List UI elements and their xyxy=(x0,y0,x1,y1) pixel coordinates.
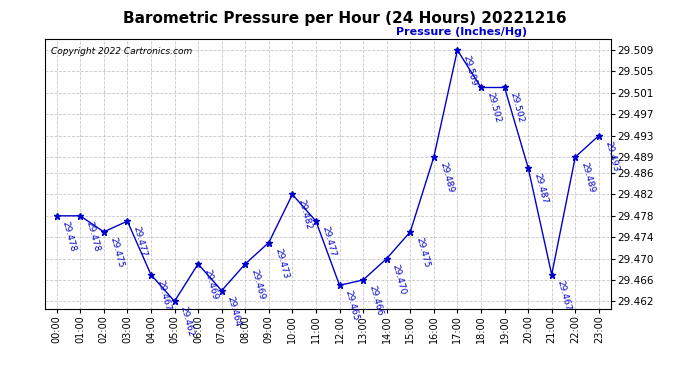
Text: 29.462: 29.462 xyxy=(179,306,195,338)
Text: 29.465: 29.465 xyxy=(344,290,360,322)
Text: 29.478: 29.478 xyxy=(61,220,77,253)
Text: 29.493: 29.493 xyxy=(603,140,620,172)
Text: 29.489: 29.489 xyxy=(438,161,455,194)
Text: 29.469: 29.469 xyxy=(202,268,219,301)
Text: Copyright 2022 Cartronics.com: Copyright 2022 Cartronics.com xyxy=(50,48,192,57)
Text: 29.475: 29.475 xyxy=(108,236,125,268)
Text: Barometric Pressure per Hour (24 Hours) 20221216: Barometric Pressure per Hour (24 Hours) … xyxy=(124,11,566,26)
Text: 29.509: 29.509 xyxy=(462,54,478,87)
Text: 29.475: 29.475 xyxy=(415,236,431,268)
Text: 29.478: 29.478 xyxy=(84,220,101,253)
Text: 29.470: 29.470 xyxy=(391,263,408,296)
Text: 29.487: 29.487 xyxy=(532,172,549,204)
Text: 29.489: 29.489 xyxy=(580,161,596,194)
Text: 29.477: 29.477 xyxy=(320,225,337,258)
Text: Pressure (Inches/Hg): Pressure (Inches/Hg) xyxy=(395,27,526,37)
Text: 29.466: 29.466 xyxy=(367,284,384,317)
Text: 29.469: 29.469 xyxy=(249,268,266,301)
Text: 29.502: 29.502 xyxy=(485,92,502,124)
Text: 29.502: 29.502 xyxy=(509,92,526,124)
Text: 29.467: 29.467 xyxy=(556,279,573,311)
Text: 29.473: 29.473 xyxy=(273,247,290,279)
Text: 29.467: 29.467 xyxy=(155,279,172,311)
Text: 29.477: 29.477 xyxy=(132,225,148,258)
Text: 29.464: 29.464 xyxy=(226,295,243,327)
Text: 29.482: 29.482 xyxy=(297,199,313,231)
